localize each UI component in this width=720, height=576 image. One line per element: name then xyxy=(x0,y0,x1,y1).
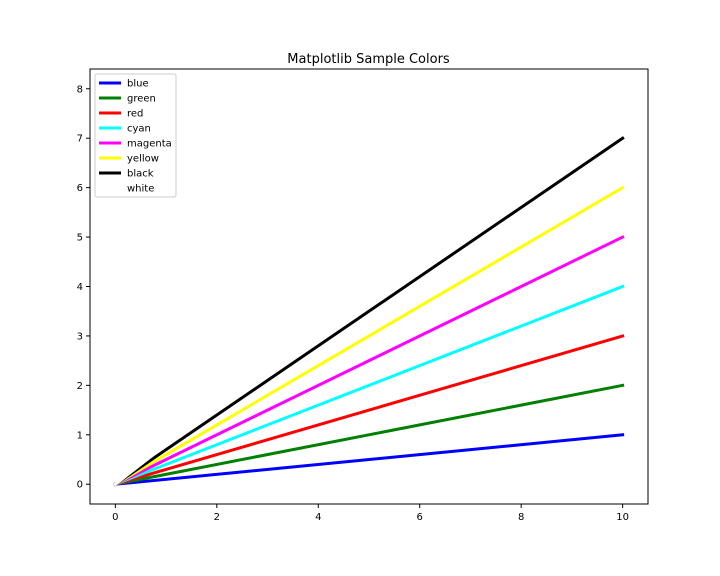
x-tick-label: 10 xyxy=(616,512,629,523)
y-tick-label: 7 xyxy=(77,134,83,145)
y-tick-label: 2 xyxy=(77,381,83,392)
x-tick-label: 4 xyxy=(315,512,321,523)
series-line-red xyxy=(113,334,625,487)
y-tick-label: 6 xyxy=(77,183,83,194)
y-tick-label: 4 xyxy=(77,282,83,293)
axes: 0 2 4 6 8 10 0 1 2 3 4 5 6 7 8 xyxy=(77,84,629,523)
y-tick-label: 3 xyxy=(77,331,83,342)
series-line-black xyxy=(113,136,625,487)
legend-box xyxy=(94,73,177,198)
x-tick-label: 2 xyxy=(214,512,220,523)
series-line-blue xyxy=(113,433,625,486)
y-tick-label: 1 xyxy=(77,430,83,441)
legend-label-white: white xyxy=(127,184,154,195)
legend-label-red: red xyxy=(127,109,143,120)
series-line-cyan xyxy=(113,284,625,487)
series-line-green xyxy=(113,383,625,486)
legend-label-black: black xyxy=(127,169,154,180)
series-line-white xyxy=(113,86,625,487)
y-tick-label: 8 xyxy=(77,84,83,95)
legend-label-blue: blue xyxy=(127,79,149,90)
chart-title: Matplotlib Sample Colors xyxy=(287,52,450,67)
series-line-yellow xyxy=(113,185,625,487)
legend-label-green: green xyxy=(127,94,156,105)
y-tick-label: 5 xyxy=(77,233,83,244)
legend-label-yellow: yellow xyxy=(127,154,159,165)
x-tick-label: 8 xyxy=(518,512,524,523)
legend: blue green red cyan magenta yellow black white xyxy=(94,73,177,198)
y-tick-label: 0 xyxy=(77,480,83,491)
legend-label-magenta: magenta xyxy=(127,139,172,150)
series-layer xyxy=(113,86,625,487)
legend-label-cyan: cyan xyxy=(127,124,151,135)
series-line-magenta xyxy=(113,235,625,487)
x-tick-label: 0 xyxy=(112,512,118,523)
x-tick-label: 6 xyxy=(417,512,423,523)
